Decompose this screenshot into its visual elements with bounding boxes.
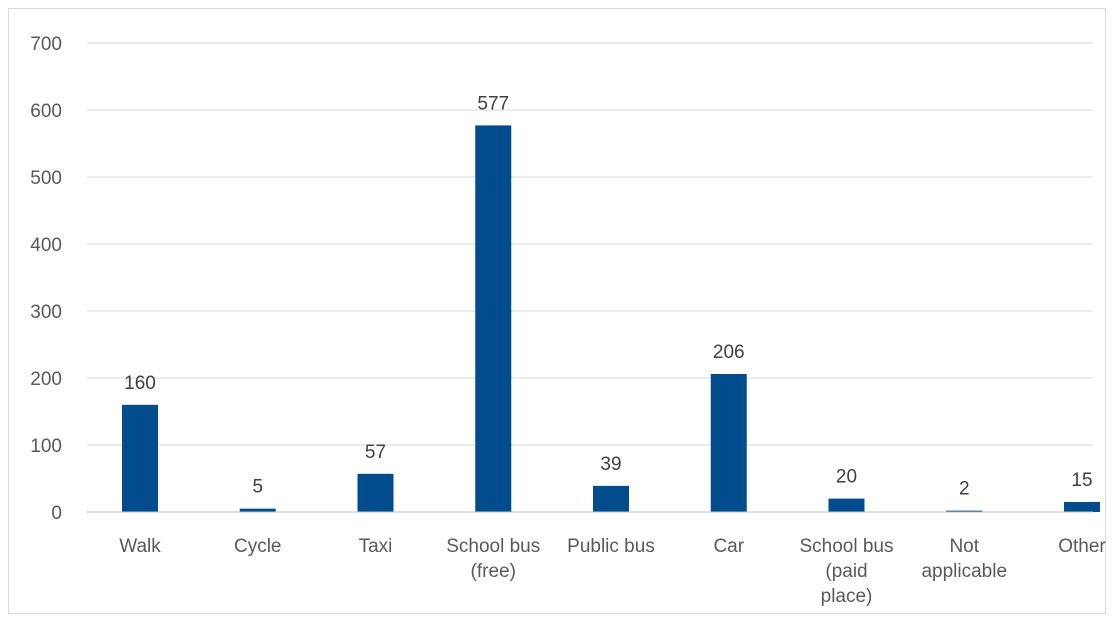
bar [946,510,983,512]
bar [710,373,747,512]
y-tick-label: 700 [30,34,62,55]
y-tick-labels: 0 100 200 300 400 500 600 700 [30,34,62,524]
y-tick-label: 600 [30,101,62,122]
data-labels: 160 5 57 577 39 206 20 2 15 [124,93,1092,499]
data-label: 15 [1071,470,1092,491]
x-category-label: Other [1058,536,1106,557]
bar [357,473,394,512]
x-category-label-line: Public bus [567,536,655,557]
x-category-label: Cycle [234,536,282,557]
x-category-label: Walk [119,536,161,557]
y-tick-label: 200 [30,369,62,390]
data-label: 206 [713,342,745,363]
bar [122,404,158,512]
bar [593,485,629,512]
y-tick-label: 500 [30,168,62,189]
data-label: 160 [124,373,156,394]
data-label: 5 [252,477,263,498]
data-label: 2 [959,479,970,500]
bar [1064,501,1100,512]
x-category-label: Public bus [567,536,655,557]
x-category-label-line: applicable [921,561,1007,582]
x-category-label-line: Walk [119,536,161,557]
gridlines [87,42,1093,446]
x-category-labels: Walk Cycle Taxi School bus (free) Public bus C… [119,536,1106,607]
y-tick-label: 0 [51,503,62,524]
x-category-label-line: Not [949,536,979,557]
data-label: 577 [477,93,509,114]
data-label: 57 [365,442,386,463]
x-category-label-line: (paid [825,561,867,582]
bars [122,125,1100,512]
x-category-label-line: Other [1058,536,1106,557]
bar [828,498,865,512]
x-category-label-line: School bus [799,536,893,557]
bar [475,125,512,512]
x-category-label: School bus (free) [446,536,540,582]
data-label: 39 [600,454,621,475]
y-tick-label: 100 [30,436,62,457]
x-category-label: Car [713,536,744,557]
x-category-label-line: School bus [446,536,540,557]
x-category-label-line: (free) [471,561,516,582]
x-category-label: Taxi [359,536,393,557]
x-category-label-line: Cycle [234,536,282,557]
x-category-label-line: place) [821,586,873,607]
y-tick-label: 400 [30,235,62,256]
data-label: 20 [836,467,857,488]
x-category-label: School bus (paid place) [799,536,893,607]
x-category-label: Not applicable [921,536,1007,582]
bar [239,508,276,512]
y-tick-label: 300 [30,302,62,323]
x-category-label-line: Taxi [359,536,393,557]
x-category-label-line: Car [713,536,744,557]
